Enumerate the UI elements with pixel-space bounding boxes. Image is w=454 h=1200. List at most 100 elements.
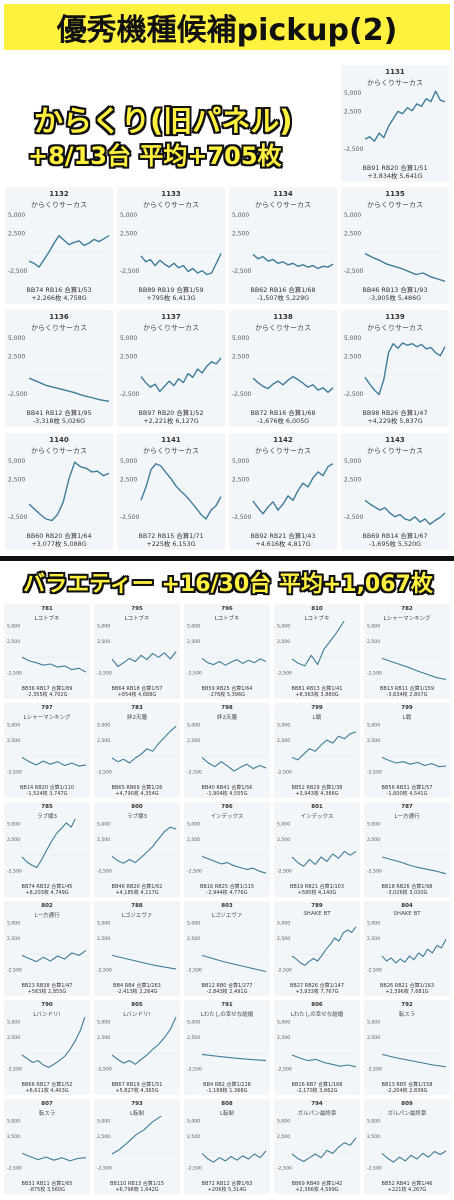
slump-line xyxy=(111,826,177,864)
bonus-stats: BB41 RB12 合算1/95 xyxy=(26,409,92,417)
slump-graph: 5,000 2,500 -2,500 xyxy=(367,921,447,973)
slump-line xyxy=(21,1017,86,1068)
y-axis-tick-label: 2,500 xyxy=(7,1134,20,1140)
y-axis-tick-label: -2,500 xyxy=(8,391,28,398)
slump-line xyxy=(201,756,267,772)
machine-name: インデックス xyxy=(210,814,244,820)
y-axis-tick-label: -2,500 xyxy=(7,1165,22,1171)
slump-graph: 5,000 2,500 -2,500 xyxy=(277,822,357,874)
slump-line xyxy=(111,954,177,970)
card-footer: BB59 RB25 合算1/64 -276枚 5,396G xyxy=(184,686,270,698)
result-stats: -3,634枚 2,807G xyxy=(386,692,428,698)
machine-card: 801 インデックス 5,000 2,500 -2,500 BB19 RB21 合算1/1… xyxy=(274,802,360,897)
machine-name: からくりサーカス xyxy=(367,201,423,209)
y-axis-tick-label: -2,500 xyxy=(344,514,364,521)
machine-card: 795 Lコトブキ 5,000 2,500 -2,500 BB64 RB18 合算1/57… xyxy=(94,604,180,699)
slump-line xyxy=(111,651,177,668)
bonus-stats: BB72 RB12 合算1/63 xyxy=(201,1181,253,1187)
y-axis-tick-label: 2,500 xyxy=(187,1035,200,1041)
y-axis-tick-label: -2,500 xyxy=(277,1165,292,1171)
y-axis-tick-label: 5,000 xyxy=(367,1020,380,1026)
card-footer: BB16 RB25 合算1/115 -2,944枚 4,776G xyxy=(184,884,270,896)
slump-graph: 5,000 2,500 -2,500 xyxy=(344,458,446,526)
machine-card: 1133 からくりサーカス 5,000 2,500 -2,500 BB89 RB19 合算… xyxy=(117,187,225,304)
machine-name: インデックス xyxy=(300,814,334,820)
bonus-stats: BB91 RB20 合算1/51 xyxy=(362,164,428,172)
slump-graph: 5,000 2,500 -2,500 xyxy=(344,90,446,153)
card-footer: BB67 RB19 合算1/51 +5,827枚 4,365G xyxy=(94,1082,180,1094)
machine-name: 絆2天膳 xyxy=(217,715,237,721)
bonus-stats: BB19 RB21 合算1/103 xyxy=(289,884,345,890)
y-axis-tick-label: 2,500 xyxy=(232,231,249,238)
y-axis-tick-label: 2,500 xyxy=(120,231,137,238)
machine-card: 802 L一方通行 5,000 2,500 -2,500 BB23 RB38 合算1/47… xyxy=(4,901,90,996)
result-stats: -2,204枚 2,839G xyxy=(386,1088,428,1094)
machine-number: 792 xyxy=(401,1002,413,1008)
machine-number: 806 xyxy=(311,1002,323,1008)
y-axis-tick-label: 2,500 xyxy=(344,231,361,238)
slump-graph: 5,000 2,500 -2,500 xyxy=(344,212,446,282)
machine-name: からくりサーカス xyxy=(143,201,199,209)
machine-card: 799 L戦 5,000 2,500 -2,500 BB52 RB29 合算1/38 +3,… xyxy=(274,703,360,798)
machine-card: 1132 からくりサーカス 5,000 2,500 -2,500 BB74 RB16 合算… xyxy=(5,187,113,304)
machine-number: 808 xyxy=(221,1101,233,1107)
y-axis-tick-label: 2,500 xyxy=(8,477,25,484)
y-axis-tick-label: 2,500 xyxy=(367,837,380,843)
machine-card: 803 Lゴジエヴァ 5,000 2,500 -2,500 BB12 RB0 合算1/27… xyxy=(184,901,270,996)
machine-card: 794 ガルパン最終章 5,000 2,500 -2,500 BB69 RB40 合算1/… xyxy=(274,1099,360,1194)
card-footer: BB56 RB31 合算1/57 -1,600枚 4,541G xyxy=(364,785,450,797)
y-axis-tick-label: -2,500 xyxy=(7,967,22,973)
machine-name: Lコトブキ xyxy=(304,616,330,622)
machine-card: 1141 からくりサーカス 5,000 2,500 -2,500 BB72 RB15 合算… xyxy=(117,433,225,550)
slump-line xyxy=(28,235,110,268)
y-axis-tick-label: 2,500 xyxy=(344,109,361,116)
slump-graph: 5,000 2,500 -2,500 xyxy=(97,1017,177,1072)
card-footer: BB46 RB13 合算1/93 -3,905枚 5,486G xyxy=(341,286,449,302)
result-stats: +225枚 6,153G xyxy=(146,540,196,548)
machine-name: SHAKE BT xyxy=(393,911,421,917)
result-stats: +3,943枚 4,386G xyxy=(295,791,339,797)
y-axis-tick-label: -2,500 xyxy=(97,967,112,973)
slump-line xyxy=(21,656,87,673)
y-axis-tick-label: 5,000 xyxy=(367,921,380,927)
bonus-stats: BB72 RB15 合算1/71 xyxy=(138,532,204,540)
bonus-stats: BB72 RB16 合算1/68 xyxy=(250,409,316,417)
card-footer: BB19 RB21 合算1/103 +580枚 4,140G xyxy=(274,884,360,896)
slump-graph: 5,000 2,500 -2,500 xyxy=(367,1020,447,1072)
y-axis-tick-label: 5,000 xyxy=(8,212,25,219)
card-footer: BB69 RB40 合算1/42 +2,366枚 4,599G xyxy=(274,1181,360,1193)
y-axis-tick-label: 2,500 xyxy=(7,1035,20,1041)
machine-name: Lコトブキ xyxy=(34,616,60,622)
result-stats: -1,676枚 6,005G xyxy=(256,417,310,425)
slump-line xyxy=(111,1116,163,1155)
y-axis-tick-label: 2,500 xyxy=(7,639,20,645)
slump-line xyxy=(201,657,267,666)
y-axis-tick-label: -2,500 xyxy=(344,146,364,153)
machine-name: Lコトブキ xyxy=(124,616,150,622)
y-axis-tick-label: 5,000 xyxy=(367,723,380,729)
machine-number: 789 xyxy=(311,903,323,909)
result-stats: -1,904枚 4,555G xyxy=(206,791,248,797)
machine-name: ガルパン最終章 xyxy=(387,1111,427,1117)
bonus-stats: BB74 RB16 合算1/53 xyxy=(26,286,92,294)
bonus-stats: BB62 RB16 合算1/68 xyxy=(250,286,316,294)
result-stats: +2,221枚 6,127G xyxy=(143,417,199,425)
machine-number: 802 xyxy=(41,903,53,909)
y-axis-tick-label: 2,500 xyxy=(120,477,137,484)
machine-number: 1131 xyxy=(385,68,405,76)
slump-graph: 5,000 2,500 -2,500 xyxy=(367,723,447,775)
machine-name: L一方通行 xyxy=(34,913,60,919)
y-axis-tick-label: 2,500 xyxy=(187,1134,200,1140)
result-stats: +3,834枚 5,641G xyxy=(367,172,423,180)
page-title: 優秀機種候補pickup(2) xyxy=(56,13,398,48)
y-axis-tick-label: 5,000 xyxy=(97,921,110,927)
y-axis-tick-label: 5,000 xyxy=(367,1119,380,1125)
machine-number: 797 xyxy=(41,705,53,711)
result-stats: +795枚 6,413G xyxy=(146,294,196,302)
machine-number: 781 xyxy=(41,606,53,612)
y-axis-tick-label: -2,500 xyxy=(187,670,202,676)
y-axis-tick-label: 5,000 xyxy=(344,335,361,342)
y-axis-tick-label: -2,500 xyxy=(367,769,382,775)
y-axis-tick-label: 2,500 xyxy=(232,354,249,361)
machine-card: 808 L転制 5,000 2,500 -2,500 BB72 RB12 合算1/63 +2… xyxy=(184,1099,270,1194)
